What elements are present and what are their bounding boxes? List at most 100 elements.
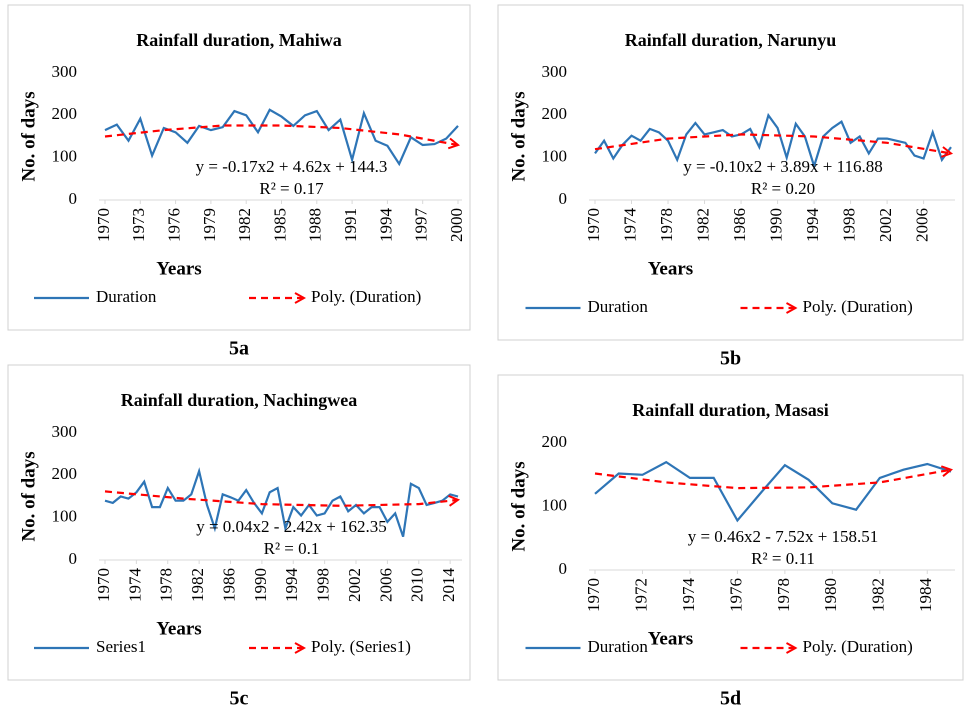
x-tick-label: 2002 bbox=[876, 208, 895, 242]
data-line bbox=[104, 108, 459, 167]
y-tick-label: 200 bbox=[52, 464, 78, 483]
x-tick-label: 1982 bbox=[235, 208, 254, 242]
y-tick-label: 300 bbox=[52, 62, 78, 81]
x-tick-label: 2000 bbox=[447, 208, 466, 242]
x-axis-title: Years bbox=[156, 618, 201, 639]
trend-line bbox=[594, 133, 951, 153]
y-tick-label: 100 bbox=[52, 507, 78, 526]
r-squared: R² = 0.1 bbox=[264, 539, 320, 558]
panel-caption: 5b bbox=[720, 348, 741, 370]
panel-frame bbox=[497, 374, 964, 681]
x-tick-label: 1998 bbox=[314, 568, 333, 602]
trend-equation: y = -0.10x2 + 3.89x + 116.88 bbox=[683, 157, 883, 176]
x-axis-title: Years bbox=[648, 628, 693, 649]
x-tick-label: 1991 bbox=[341, 208, 360, 242]
panel-caption: 5a bbox=[229, 338, 249, 360]
legend-label: Poly. (Series1) bbox=[311, 637, 411, 656]
x-tick-label: 1970 bbox=[584, 578, 603, 612]
chart-title: Rainfall duration, Narunyu bbox=[625, 30, 837, 50]
panel-caption: 5c bbox=[230, 688, 249, 710]
y-tick-label: 200 bbox=[542, 104, 568, 123]
trend-equation: y = 0.46x2 - 7.52x + 158.51 bbox=[688, 527, 879, 546]
r-squared: R² = 0.20 bbox=[751, 179, 815, 198]
x-tick-label: 1984 bbox=[916, 578, 935, 613]
x-tick-label: 1978 bbox=[657, 208, 676, 242]
x-tick-label: 1976 bbox=[726, 578, 745, 612]
chart-title: Rainfall duration, Mahiwa bbox=[136, 30, 342, 50]
data-line bbox=[594, 460, 952, 523]
x-tick-label: 2006 bbox=[913, 208, 932, 242]
chart-panel: Rainfall duration, Narunyu No. of days Yea… bbox=[497, 4, 964, 370]
x-tick-label: 1990 bbox=[766, 208, 785, 242]
y-tick-label: 100 bbox=[542, 495, 568, 514]
legend-label: Series1 bbox=[96, 637, 146, 656]
x-tick-label: 1998 bbox=[839, 208, 858, 242]
x-tick-label: 1978 bbox=[774, 578, 793, 612]
y-tick-label: 0 bbox=[69, 189, 78, 208]
y-tick-label: 0 bbox=[559, 189, 568, 208]
y-tick-label: 300 bbox=[542, 62, 568, 81]
x-tick-label: 1982 bbox=[869, 578, 888, 612]
x-tick-label: 2014 bbox=[439, 568, 458, 603]
y-tick-label: 0 bbox=[559, 559, 568, 578]
x-tick-label: 1980 bbox=[821, 578, 840, 612]
x-tick-label: 1973 bbox=[129, 208, 148, 242]
panel-caption: 5d bbox=[720, 688, 741, 710]
y-axis-title: No. of days bbox=[508, 461, 529, 551]
y-tick-label: 100 bbox=[542, 147, 568, 166]
y-axis-title: No. of days bbox=[508, 91, 529, 181]
trend-line bbox=[104, 490, 458, 507]
x-axis-title: Years bbox=[156, 258, 201, 279]
x-tick-label: 1976 bbox=[165, 208, 184, 242]
y-axis-title: No. of days bbox=[18, 91, 39, 181]
x-tick-label: 1985 bbox=[270, 208, 289, 242]
chart-title: Rainfall duration, Masasi bbox=[632, 400, 829, 420]
x-tick-label: 1982 bbox=[188, 568, 207, 602]
panel-frame bbox=[7, 364, 471, 681]
x-tick-label: 2002 bbox=[345, 568, 364, 602]
x-tick-label: 1988 bbox=[306, 208, 325, 242]
x-tick-label: 1990 bbox=[251, 568, 270, 602]
x-tick-label: 2006 bbox=[376, 568, 395, 602]
x-tick-label: 1986 bbox=[219, 568, 238, 602]
panel-frame bbox=[497, 4, 964, 341]
y-tick-label: 100 bbox=[52, 147, 78, 166]
x-tick-label: 1978 bbox=[157, 568, 176, 602]
x-tick-label: 1994 bbox=[282, 568, 301, 603]
data-line bbox=[594, 112, 952, 170]
legend-label: Duration bbox=[588, 297, 649, 316]
legend-label: Duration bbox=[96, 287, 157, 306]
x-tick-label: 1997 bbox=[412, 208, 431, 243]
x-tick-label: 1970 bbox=[94, 568, 113, 602]
legend-label: Poly. (Duration) bbox=[311, 287, 421, 306]
x-tick-label: 1974 bbox=[125, 568, 144, 603]
x-tick-label: 1994 bbox=[376, 208, 395, 243]
y-tick-label: 200 bbox=[52, 104, 78, 123]
x-tick-label: 1974 bbox=[679, 578, 698, 613]
trend-equation: y = 0.04x2 - 2.42x + 162.35 bbox=[196, 517, 387, 536]
y-tick-label: 200 bbox=[542, 432, 568, 451]
x-tick-label: 1982 bbox=[693, 208, 712, 242]
r-squared: R² = 0.17 bbox=[259, 179, 324, 198]
legend-label: Poly. (Duration) bbox=[803, 297, 913, 316]
chart-title: Rainfall duration, Nachingwea bbox=[121, 390, 358, 410]
x-tick-label: 1986 bbox=[730, 208, 749, 242]
x-tick-label: 1994 bbox=[803, 208, 822, 243]
x-tick-label: 1970 bbox=[94, 208, 113, 242]
y-axis-title: No. of days bbox=[18, 451, 39, 541]
data-line bbox=[104, 467, 459, 538]
y-tick-label: 0 bbox=[69, 549, 78, 568]
chart-panel: Rainfall duration, Masasi No. of days Year… bbox=[497, 374, 964, 710]
r-squared: R² = 0.11 bbox=[751, 549, 815, 568]
trend-equation: y = -0.17x2 + 4.62x + 144.3 bbox=[196, 157, 388, 176]
x-tick-label: 1974 bbox=[620, 208, 639, 243]
chart-panel: Rainfall duration, Nachingwea No. of days… bbox=[7, 364, 471, 710]
chart-panel: Rainfall duration, Mahiwa No. of days Year… bbox=[7, 4, 471, 360]
legend-label: Poly. (Duration) bbox=[803, 637, 913, 656]
panel-frame bbox=[7, 4, 471, 331]
y-tick-label: 300 bbox=[52, 422, 78, 441]
x-axis-title: Years bbox=[648, 258, 693, 279]
x-tick-label: 1979 bbox=[200, 208, 219, 242]
x-tick-label: 1972 bbox=[631, 578, 650, 612]
